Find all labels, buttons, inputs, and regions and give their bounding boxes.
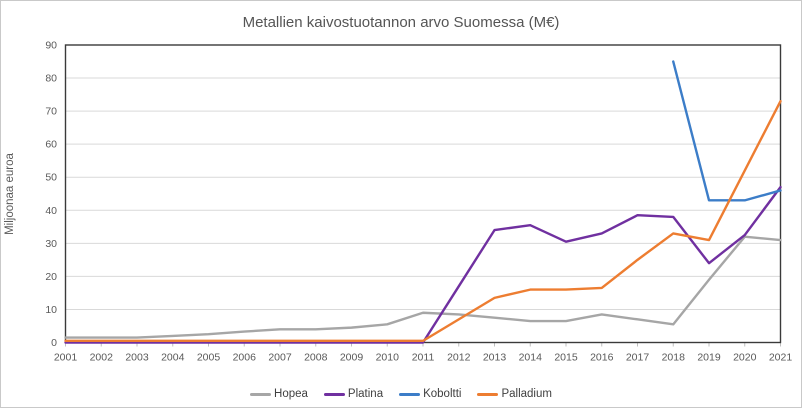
- legend: Hopea Platina Koboltti Palladium: [1, 388, 801, 400]
- series-line-platina: [64, 185, 782, 344]
- x-tick-label: 2009: [340, 352, 364, 364]
- x-tick-label: 2013: [483, 352, 507, 364]
- x-tick-label: 2012: [447, 352, 471, 364]
- y-tick-label: 80: [45, 73, 57, 85]
- y-tick-label: 90: [45, 40, 57, 52]
- legend-label: Koboltti: [423, 388, 462, 400]
- legend-marker-palladium: [477, 392, 499, 396]
- x-tick-label: 2019: [697, 352, 721, 364]
- x-tick-label: 2010: [376, 352, 400, 364]
- y-tick-label: 20: [45, 271, 57, 283]
- series-line-palladium: [64, 99, 782, 343]
- legend-label: Palladium: [501, 388, 552, 400]
- y-tick-label: 10: [45, 304, 57, 316]
- x-tick-label: 2006: [233, 352, 257, 364]
- series-line-koboltti: [672, 60, 782, 202]
- legend-marker-koboltti: [399, 392, 421, 396]
- x-tick-label: 2008: [304, 352, 328, 364]
- plot-border: [64, 44, 782, 344]
- x-tick-label: 2005: [197, 352, 221, 364]
- x-tick-label: 2003: [125, 352, 149, 364]
- x-tick-label: 2011: [412, 352, 435, 364]
- series-line-hopea: [64, 235, 782, 339]
- legend-marker-hopea: [250, 392, 272, 396]
- y-tick-label: 40: [45, 205, 57, 217]
- x-tick-label: 2021: [769, 352, 793, 364]
- chart-title: Metallien kaivostuotannon arvo Suomessa …: [242, 14, 560, 31]
- legend-label: Hopea: [274, 388, 308, 400]
- y-tick-label: 60: [45, 139, 57, 151]
- legend-marker-platina: [323, 392, 345, 396]
- x-tick-label: 2017: [626, 352, 650, 364]
- x-tick-label: 2016: [590, 352, 614, 364]
- y-tick-label: 0: [51, 337, 57, 349]
- legend-item-koboltti: Koboltti: [399, 388, 461, 400]
- x-tick-label: 2020: [733, 352, 757, 364]
- legend-item-hopea: Hopea: [250, 388, 308, 400]
- y-tick-label: 70: [45, 106, 57, 118]
- x-tick-label: 2001: [54, 352, 78, 364]
- legend-item-platina: Platina: [323, 388, 384, 400]
- x-tick-label: 2014: [519, 352, 543, 364]
- x-tick-label: 2004: [161, 352, 185, 364]
- y-tick-label: 50: [45, 172, 57, 184]
- x-tick-label: 2002: [90, 352, 114, 364]
- x-tick-label: 2015: [554, 352, 578, 364]
- legend-label: Platina: [347, 388, 384, 400]
- legend-item-palladium: Palladium: [477, 388, 552, 400]
- x-tick-label: 2018: [662, 352, 686, 364]
- x-tick-label: 2007: [268, 352, 292, 364]
- y-tick-label: 30: [45, 238, 57, 250]
